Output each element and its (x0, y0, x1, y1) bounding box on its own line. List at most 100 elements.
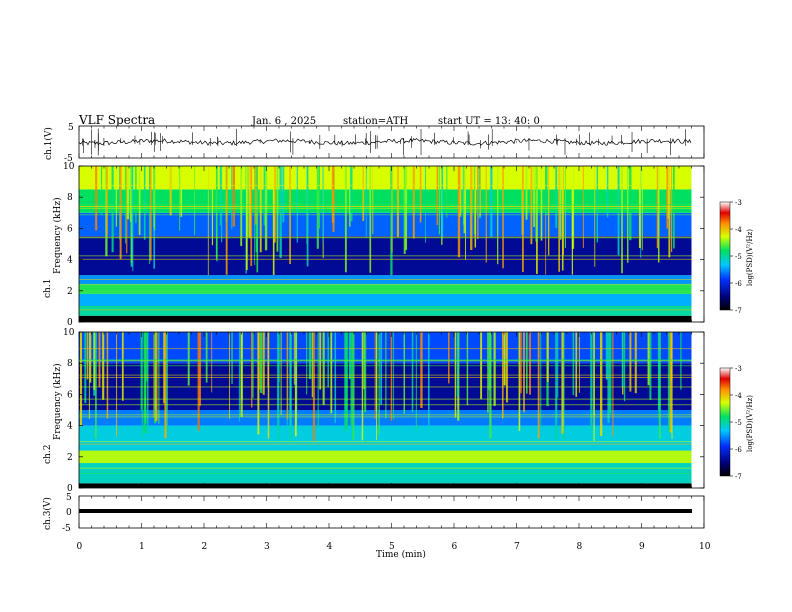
spectrogram-streak (211, 166, 214, 246)
ch1-ytick-top: 5 (68, 123, 74, 133)
spectrogram-streak (282, 166, 285, 223)
spectrogram-streak (101, 166, 103, 215)
spectrogram-streak (540, 332, 542, 427)
spectrogram-streak (280, 332, 282, 416)
spectrogram-streak (350, 166, 353, 222)
spectrogram-streak (294, 332, 297, 437)
ch1-colorbar-gradient (719, 201, 731, 311)
spectrogram-streak (350, 332, 353, 426)
spectrogram-streak (466, 332, 469, 406)
spectrogram-streak (121, 332, 124, 401)
spectrogram-streak (153, 166, 156, 231)
spectrogram-streak (216, 166, 218, 262)
spectrogram-band (79, 275, 692, 285)
ch2-colorbar-gradient (719, 367, 731, 477)
spectrogram-line (79, 291, 692, 293)
spectrogram-line (79, 441, 692, 443)
ytick-label: 4 (67, 422, 73, 432)
spectrogram-streak (606, 166, 609, 218)
spectrogram-streak (344, 332, 347, 432)
spectrogram-streak (396, 166, 399, 237)
spectrogram-streak (634, 332, 637, 394)
spectrogram-streak (463, 166, 466, 234)
ch1-waveform-panel: 5 -5 ch.1(V) (43, 123, 705, 164)
spectrogram-streak (555, 332, 558, 440)
spectrogram-streak (332, 166, 335, 232)
spectrogram-streak (147, 332, 149, 434)
date-label: Jan. 6 , 2025 (251, 116, 316, 127)
spectrogram-streak (436, 166, 439, 226)
spectrogram-streak (361, 332, 364, 441)
spectrogram-line (79, 214, 692, 216)
spectrogram-line (79, 206, 692, 207)
x-tick-marks (78, 126, 705, 528)
colorbar-tick-label: -7 (735, 473, 742, 481)
spectrogram-streak (163, 332, 165, 404)
spectrogram-streak (259, 332, 263, 393)
spectrogram-streak (523, 332, 525, 413)
spectrogram-streak (545, 166, 548, 215)
spectrogram-streak (575, 332, 578, 397)
spectrogram-streak (219, 166, 222, 226)
spectrogram-streak (129, 166, 132, 222)
spectrogram-streak (393, 332, 395, 420)
spectrogram-streak (464, 166, 466, 260)
spectrogram-streak (132, 166, 134, 272)
x-tick-labels: 0 1 2 3 4 5 6 7 8 9 10 (77, 542, 711, 552)
spectrogram-streak (593, 332, 595, 441)
spectrogram-streak (487, 332, 489, 413)
spectrogram-streak (612, 332, 614, 437)
spectrogram-streak (438, 166, 440, 235)
spectrogram-streak (180, 166, 183, 217)
spectrogram-streak (525, 166, 528, 220)
spectrogram-band (79, 450, 692, 464)
x-tick-label: 10 (699, 542, 711, 552)
spectrogram-streak (479, 166, 481, 217)
spectrogram-band (79, 332, 692, 364)
spectrogram-streak (84, 332, 87, 404)
x-tick-label: 0 (77, 542, 83, 552)
colorbar-tick-label: -3 (735, 365, 742, 373)
spectrogram-band (79, 315, 692, 322)
spectrogram-streak (164, 332, 167, 439)
ytick-label: 10 (63, 162, 75, 172)
ch2-spectrogram-panel: 0 2 4 6 8 10 ch.2 Frequency (kHz) -3 -4 -5 -6 -7 l… (43, 328, 754, 494)
spectrogram-line (79, 404, 692, 406)
spectrogram-streak (264, 166, 268, 251)
spectrogram-streak (255, 166, 257, 225)
spectrogram-streak (135, 166, 137, 224)
spectrogram-streak (420, 332, 423, 409)
spectrogram-line (79, 473, 692, 474)
ytick-label: 0 (67, 318, 73, 328)
spectrogram-streak (561, 166, 564, 271)
spectrogram-streak (441, 166, 444, 239)
spectrogram-streak (489, 332, 492, 439)
spectrogram-streak (141, 332, 143, 438)
spectrogram-streak (555, 166, 558, 228)
spectrogram-streak (316, 166, 319, 249)
spectrogram-streak (590, 332, 593, 430)
spectrogram-streak (119, 166, 122, 260)
spectrogram-streak (306, 332, 308, 395)
spectrogram-band (79, 293, 692, 307)
spectrogram-streak (403, 332, 406, 414)
spectrogram-streak (263, 166, 266, 226)
spectrogram-line (79, 255, 692, 257)
spectrogram-line (79, 236, 692, 238)
spectrogram-streak (537, 332, 540, 439)
colorbar-tick-label: -4 (735, 226, 742, 234)
x-tick-label: 9 (639, 542, 645, 552)
spectrogram-streak (560, 166, 562, 240)
x-axis-label: Time (min) (376, 549, 426, 560)
spectrogram-line (79, 414, 692, 416)
spectrogram-line (79, 306, 692, 307)
ch1-spectrogram-yticks: 0 2 4 6 8 10 (63, 162, 704, 328)
spectrogram-line (79, 258, 692, 260)
spectrogram-streak (546, 332, 549, 382)
spectrogram-streak (617, 166, 620, 256)
spectrogram-streak (545, 166, 547, 275)
spectrogram-streak (140, 332, 142, 411)
ch3-ytick-top: 5 (66, 493, 72, 503)
colorbar-tick-label: -6 (735, 280, 742, 288)
spectrogram-streak (348, 332, 351, 380)
